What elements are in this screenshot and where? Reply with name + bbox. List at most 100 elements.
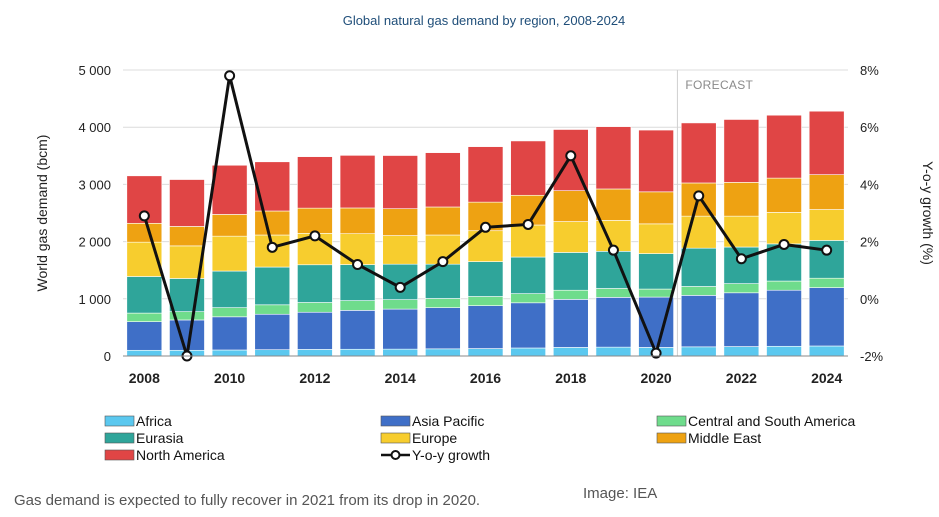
legend-label: Africa	[136, 413, 172, 429]
axes: 0 1 000 2 000 3 000 4 000 5 000 -2% 0% 2% 4% 6% 8% 2…	[78, 63, 883, 386]
bar-eurasia	[766, 243, 802, 282]
bar-eurasia	[211, 270, 248, 308]
bar-stack	[382, 155, 419, 357]
growth-point	[778, 238, 790, 250]
legend-swatch	[104, 449, 135, 461]
bar-stack	[211, 164, 248, 357]
y2-axis-label: Y-o-y growth (%)	[920, 161, 936, 265]
bar-eurasia	[638, 253, 674, 290]
growth-point	[138, 210, 150, 222]
bar-central-and-south-america	[510, 293, 546, 304]
bar-europe	[808, 209, 845, 241]
bar-stack	[254, 161, 291, 357]
bar-stack	[766, 114, 802, 357]
growth-point	[735, 253, 747, 265]
bar-middle-east	[211, 214, 248, 237]
bar-europe	[510, 224, 546, 258]
y2-tick-label: 6%	[860, 120, 879, 135]
legend-item-central-and-south-america: Central and South America	[656, 413, 856, 429]
bar-stack	[510, 140, 546, 357]
x-tick-label: 2010	[214, 370, 245, 386]
growth-point	[693, 190, 705, 202]
bar-middle-east	[339, 207, 376, 235]
growth-point	[224, 70, 236, 82]
y2-tick-label: 8%	[860, 63, 879, 78]
bar-eurasia	[467, 261, 504, 297]
bar-europe	[211, 235, 248, 272]
growth-point	[437, 256, 449, 268]
bar-middle-east	[638, 191, 674, 225]
bar-central-and-south-america	[552, 289, 589, 300]
forecast-region: FORECAST	[676, 70, 753, 356]
x-tick-label: 2014	[385, 370, 416, 386]
bar-stack	[339, 155, 376, 357]
bar-north-america	[638, 129, 674, 193]
bar-africa	[254, 349, 291, 357]
bar-asia-pacific	[723, 292, 760, 347]
bar-stack	[723, 119, 760, 357]
bar-africa	[552, 347, 589, 357]
legend-label: Middle East	[688, 430, 761, 446]
y-tick-label: 0	[104, 349, 111, 364]
bar-asia-pacific	[169, 319, 205, 351]
bar-eurasia	[552, 252, 589, 291]
chart-title: Global natural gas demand by region, 200…	[343, 13, 626, 28]
y-tick-label: 3 000	[78, 177, 111, 192]
growth-point	[821, 244, 833, 256]
bar-africa	[425, 348, 461, 357]
bar-eurasia	[680, 247, 717, 287]
legend-swatch	[104, 432, 135, 444]
growth-point	[480, 221, 491, 233]
bars	[126, 110, 845, 357]
bar-north-america	[339, 155, 376, 209]
bar-central-and-south-america	[211, 307, 248, 318]
legend-label: Eurasia	[136, 430, 184, 446]
y-tick-label: 1 000	[78, 292, 111, 307]
growth-point	[394, 281, 406, 293]
bar-asia-pacific	[339, 310, 376, 350]
bar-asia-pacific	[254, 313, 291, 351]
bar-europe	[552, 221, 589, 253]
x-tick-label: 2018	[555, 370, 586, 386]
bar-central-and-south-america	[126, 312, 163, 322]
bar-africa	[808, 345, 845, 357]
bar-middle-east	[595, 188, 632, 221]
y-tick-label: 4 000	[78, 120, 111, 135]
bar-eurasia	[126, 276, 163, 314]
bar-eurasia	[297, 264, 333, 303]
bar-central-and-south-america	[808, 277, 845, 288]
bar-africa	[467, 348, 504, 357]
y2-tick-label: 2%	[860, 235, 879, 250]
legend-swatch	[656, 432, 687, 444]
bar-north-america	[211, 164, 248, 215]
caption: Gas demand is expected to fully recover …	[14, 492, 481, 509]
bar-asia-pacific	[766, 289, 802, 347]
y2-tick-label: 0%	[860, 292, 879, 307]
bar-central-and-south-america	[680, 286, 717, 296]
image-source: Image: IEA	[583, 485, 658, 502]
y2-tick-label: -2%	[860, 349, 884, 364]
bar-middle-east	[382, 208, 419, 236]
bar-europe	[382, 235, 419, 265]
bar-north-america	[595, 126, 632, 190]
bar-middle-east	[254, 210, 291, 236]
legend-swatch	[656, 415, 687, 427]
bar-europe	[638, 223, 674, 254]
growth-point	[522, 218, 534, 230]
x-tick-label: 2012	[299, 370, 330, 386]
x-tick-label: 2020	[641, 370, 672, 386]
bar-middle-east	[808, 174, 845, 210]
legend-label: Europe	[412, 430, 457, 446]
bar-central-and-south-america	[723, 283, 760, 294]
bar-stack	[808, 110, 845, 357]
bar-central-and-south-america	[425, 298, 461, 308]
bar-asia-pacific	[126, 321, 163, 351]
bar-middle-east	[723, 182, 760, 217]
bar-africa	[211, 349, 248, 357]
legend-label: Y-o-y growth	[412, 447, 490, 463]
forecast-label: FORECAST	[685, 78, 753, 92]
growth-line	[138, 70, 833, 362]
legend-marker	[390, 450, 401, 460]
bar-eurasia	[723, 246, 760, 284]
bar-middle-east	[126, 222, 163, 243]
